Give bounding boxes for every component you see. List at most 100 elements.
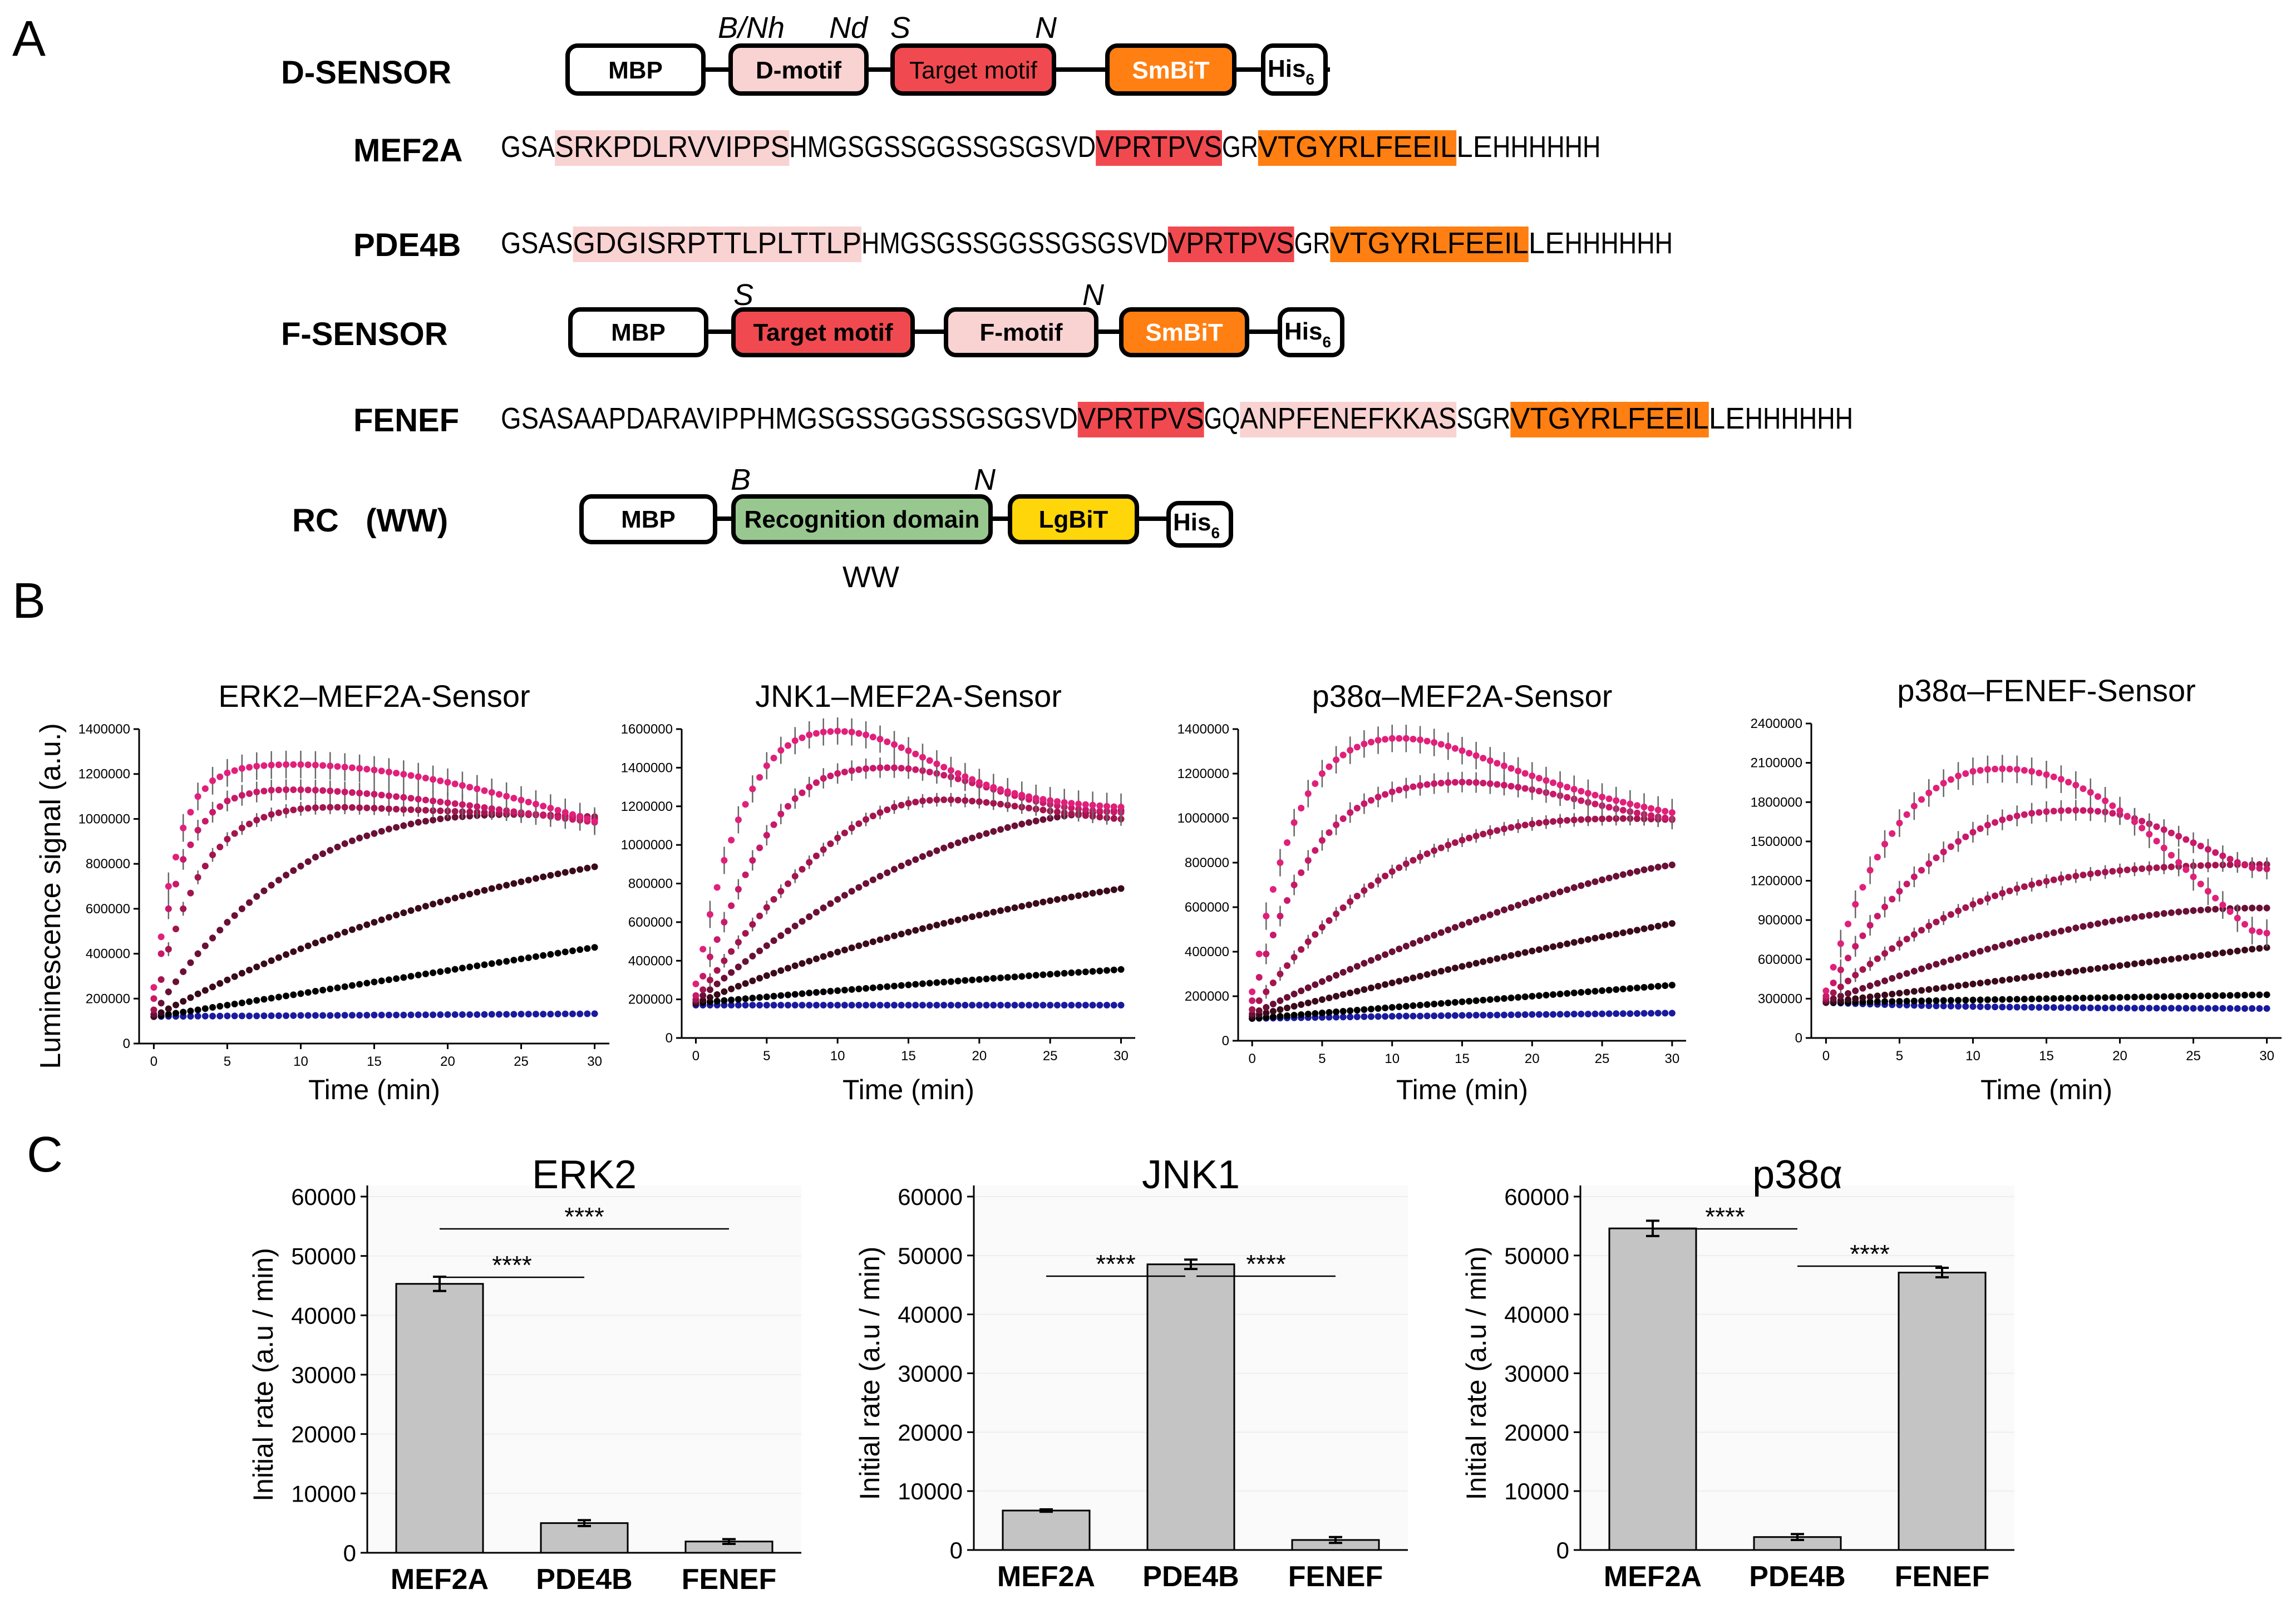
data-point xyxy=(1578,788,1585,795)
data-point xyxy=(1613,797,1620,804)
data-point xyxy=(1402,1003,1410,1010)
data-point xyxy=(224,835,231,843)
data-point xyxy=(997,907,1004,914)
data-point xyxy=(290,1012,297,1019)
data-point xyxy=(2006,996,2013,1003)
data-point xyxy=(1640,984,1648,991)
data-point xyxy=(1053,1002,1061,1009)
data-point xyxy=(2219,852,2226,859)
x-tick-label: 20 xyxy=(972,1049,987,1064)
data-point xyxy=(1668,920,1676,927)
x-tick-label: 30 xyxy=(587,1054,602,1069)
data-point xyxy=(400,822,407,829)
data-point xyxy=(1402,943,1410,949)
data-point xyxy=(510,808,518,815)
data-point xyxy=(481,804,488,811)
data-point xyxy=(569,947,576,954)
data-point xyxy=(2102,964,2109,971)
data-point xyxy=(1889,975,1896,982)
data-point xyxy=(728,996,735,1003)
data-point xyxy=(2182,908,2190,915)
data-point xyxy=(2028,973,2036,980)
data-point xyxy=(855,730,863,737)
data-point xyxy=(1361,1013,1368,1020)
series-c6 xyxy=(1249,725,1676,995)
data-point xyxy=(378,828,385,835)
d-sensor-dmotif-label: D-motif xyxy=(756,57,841,84)
x-tick-label: 15 xyxy=(901,1049,916,1064)
data-point xyxy=(341,1012,348,1019)
series-c4 xyxy=(1822,857,2270,1002)
data-point xyxy=(2050,970,2057,977)
data-point xyxy=(1269,1008,1277,1015)
data-point xyxy=(1396,946,1403,952)
data-point xyxy=(540,952,547,959)
data-point xyxy=(947,918,954,925)
data-point xyxy=(363,804,371,811)
data-point xyxy=(268,1012,275,1019)
data-point xyxy=(1451,999,1459,1006)
x-tick-label: 25 xyxy=(2186,1049,2201,1064)
data-point xyxy=(2021,996,2028,1003)
data-point xyxy=(1117,885,1125,892)
plot-title: JNK1–MEF2A-Sensor xyxy=(755,678,1062,713)
data-point xyxy=(1494,781,1501,788)
data-point xyxy=(297,990,304,997)
data-point xyxy=(319,762,327,769)
data-point xyxy=(1654,806,1662,814)
data-point xyxy=(1999,942,2006,949)
d-sensor-site-nd: Nd xyxy=(829,11,869,45)
data-point xyxy=(2021,811,2028,818)
data-point xyxy=(1451,1012,1459,1019)
data-point xyxy=(2226,855,2234,863)
data-point xyxy=(891,982,898,990)
data-point xyxy=(554,1010,561,1017)
series-c6 xyxy=(1822,755,2270,995)
data-point xyxy=(165,905,172,912)
data-point xyxy=(1654,923,1662,929)
data-point xyxy=(356,765,363,772)
data-point xyxy=(1859,884,1866,891)
d-sensor-site-bnh: B/Nh xyxy=(718,11,785,45)
data-point xyxy=(1955,982,1962,990)
x-tick-label: 20 xyxy=(1525,1051,1540,1066)
data-point xyxy=(905,800,912,807)
data-point xyxy=(1312,1010,1319,1017)
data-point xyxy=(2109,802,2116,809)
data-point xyxy=(2094,793,2101,800)
data-point xyxy=(231,1000,238,1007)
data-point xyxy=(2043,771,2050,778)
data-point xyxy=(371,978,378,986)
data-point xyxy=(2013,996,2021,1003)
data-point xyxy=(1940,997,1947,1004)
data-point xyxy=(1445,742,1452,750)
x-tick-label: 20 xyxy=(2112,1049,2127,1064)
data-point xyxy=(216,927,224,934)
data-point xyxy=(1032,795,1039,802)
data-point xyxy=(1039,796,1047,803)
y-tick-label: 1500000 xyxy=(1751,834,1802,849)
data-point xyxy=(1068,804,1075,811)
data-point xyxy=(2256,944,2263,952)
data-point xyxy=(1866,982,1874,990)
data-point xyxy=(2065,995,2072,1002)
data-point xyxy=(2256,991,2263,998)
data-point xyxy=(224,798,231,805)
data-point xyxy=(187,1007,194,1015)
data-point xyxy=(444,779,451,786)
data-point xyxy=(1486,911,1494,918)
data-point xyxy=(1992,978,1999,985)
data-point xyxy=(1326,975,1333,982)
data-point xyxy=(363,921,371,928)
data-point xyxy=(2160,993,2167,1000)
data-point xyxy=(2234,1005,2241,1012)
data-point xyxy=(1969,767,1977,775)
data-point xyxy=(983,830,990,837)
data-point xyxy=(407,973,415,980)
data-point xyxy=(905,765,912,772)
data-point xyxy=(1025,819,1032,826)
y-tick-label: 600000 xyxy=(86,902,130,917)
data-point xyxy=(437,898,444,906)
data-point xyxy=(827,728,834,735)
data-point xyxy=(1570,884,1578,891)
